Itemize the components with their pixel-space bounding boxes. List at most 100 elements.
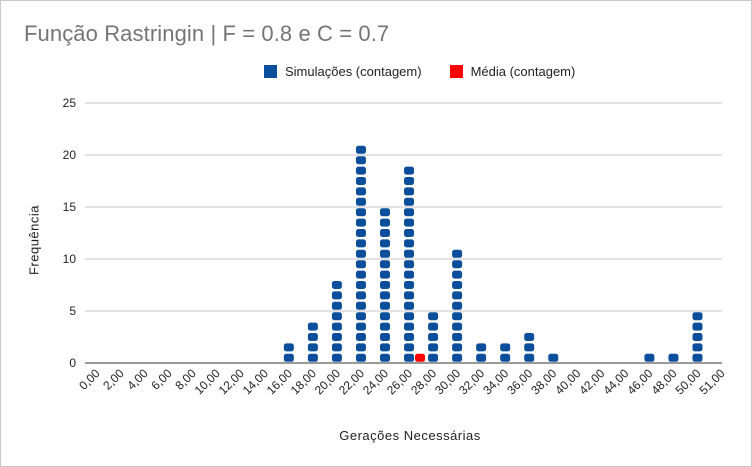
bar-simulacoes: [379, 239, 390, 248]
bar-simulacoes: [404, 260, 415, 269]
bar-simulacoes: [355, 197, 366, 206]
x-axis-label: Gerações Necessárias: [339, 428, 481, 443]
bar-simulacoes: [379, 333, 390, 341]
bar-simulacoes: [355, 270, 366, 279]
bar-simulacoes: [355, 208, 366, 217]
bar-simulacoes: [404, 218, 415, 227]
y-tick-label: 0: [69, 356, 76, 370]
bar-simulacoes: [524, 333, 535, 341]
x-tick-label: 50,00: [672, 366, 703, 397]
bar-simulacoes: [379, 312, 390, 321]
bar-simulacoes: [355, 229, 366, 237]
x-tick-label: 51,00: [697, 366, 728, 397]
bar-simulacoes: [331, 333, 342, 341]
bar-simulacoes: [355, 353, 366, 362]
bar-simulacoes: [355, 249, 366, 258]
bar-simulacoes: [692, 353, 703, 362]
bar-simulacoes: [283, 343, 294, 352]
x-tick-label: 32,00: [456, 366, 487, 397]
y-tick-label: 25: [63, 96, 77, 110]
x-tick-label: 40,00: [552, 366, 583, 397]
x-tick-label: 12,00: [216, 366, 247, 397]
bar-simulacoes: [307, 353, 318, 362]
y-tick-label: 5: [69, 304, 76, 318]
x-tick-label: 14,00: [240, 366, 271, 397]
bar-simulacoes: [331, 301, 342, 310]
bar-media: [415, 353, 426, 362]
bar-simulacoes: [355, 281, 366, 289]
bar-simulacoes: [404, 249, 415, 258]
bar-simulacoes: [500, 343, 511, 352]
bar-simulacoes: [404, 239, 415, 248]
bar-simulacoes: [379, 322, 390, 331]
x-tick-label: 24,00: [360, 366, 391, 397]
legend-swatch-simulacoes: [264, 65, 277, 78]
bar-simulacoes: [331, 281, 342, 289]
bar-simulacoes: [379, 229, 390, 237]
bar-simulacoes: [692, 343, 703, 352]
bar-simulacoes: [379, 218, 390, 227]
bar-simulacoes: [452, 260, 463, 269]
bar-simulacoes: [404, 291, 415, 300]
bar-simulacoes: [379, 249, 390, 258]
bar-simulacoes: [452, 291, 463, 300]
bar-simulacoes: [404, 166, 415, 175]
bar-simulacoes: [355, 260, 366, 269]
bar-simulacoes: [452, 343, 463, 352]
bar-simulacoes: [379, 281, 390, 289]
x-tick-label: 44,00: [600, 366, 631, 397]
bar-simulacoes: [379, 208, 390, 217]
bar-simulacoes: [404, 270, 415, 279]
y-tick-label: 15: [63, 200, 77, 214]
bar-simulacoes: [668, 353, 679, 362]
bar-simulacoes: [355, 177, 366, 185]
x-tick-label: 22,00: [336, 366, 367, 397]
y-tick-label: 20: [63, 148, 77, 162]
chart-legend: Simulações (contagem) Média (contagem): [264, 64, 603, 79]
bar-simulacoes: [404, 343, 415, 352]
bar-simulacoes: [355, 156, 366, 165]
x-tick-label: 26,00: [384, 366, 415, 397]
x-tick-label: 46,00: [624, 366, 655, 397]
bar-simulacoes: [331, 291, 342, 300]
bar-simulacoes: [404, 353, 415, 362]
bar-simulacoes: [428, 343, 439, 352]
bar-simulacoes: [452, 322, 463, 331]
bar-simulacoes: [452, 333, 463, 341]
bar-simulacoes: [692, 333, 703, 341]
bar-simulacoes: [404, 322, 415, 331]
bar-simulacoes: [331, 322, 342, 331]
bar-simulacoes: [355, 343, 366, 352]
x-tick-label: 38,00: [528, 366, 559, 397]
bar-simulacoes: [379, 343, 390, 352]
bar-simulacoes: [524, 353, 535, 362]
bar-simulacoes: [355, 187, 366, 196]
bar-simulacoes: [692, 312, 703, 321]
legend-item-media: Média (contagem): [449, 64, 575, 79]
x-tick-label: 4,00: [124, 366, 151, 393]
bar-simulacoes: [355, 322, 366, 331]
bar-simulacoes: [307, 343, 318, 352]
x-tick-label: 28,00: [408, 366, 439, 397]
chart-title: Função Rastringin | F = 0.8 e C = 0.7: [24, 21, 390, 46]
bar-simulacoes: [476, 353, 487, 362]
bar-simulacoes: [379, 301, 390, 310]
bar-simulacoes: [404, 301, 415, 310]
bar-simulacoes: [428, 322, 439, 331]
bar-simulacoes: [355, 291, 366, 300]
x-tick-label: 18,00: [288, 366, 319, 397]
legend-swatch-media: [449, 65, 463, 78]
x-tick-label: 42,00: [576, 366, 607, 397]
bar-simulacoes: [644, 353, 655, 362]
bar-simulacoes: [692, 322, 703, 331]
bar-simulacoes: [379, 353, 390, 362]
bar-simulacoes: [524, 343, 535, 352]
bar-simulacoes: [307, 333, 318, 341]
bar-simulacoes: [500, 353, 511, 362]
bar-simulacoes: [307, 322, 318, 331]
bar-simulacoes: [404, 187, 415, 196]
bar-simulacoes: [379, 291, 390, 300]
bar-simulacoes: [452, 301, 463, 310]
bar-simulacoes: [452, 281, 463, 289]
